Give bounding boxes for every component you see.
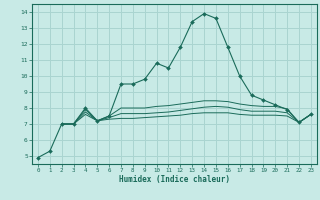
X-axis label: Humidex (Indice chaleur): Humidex (Indice chaleur) (119, 175, 230, 184)
